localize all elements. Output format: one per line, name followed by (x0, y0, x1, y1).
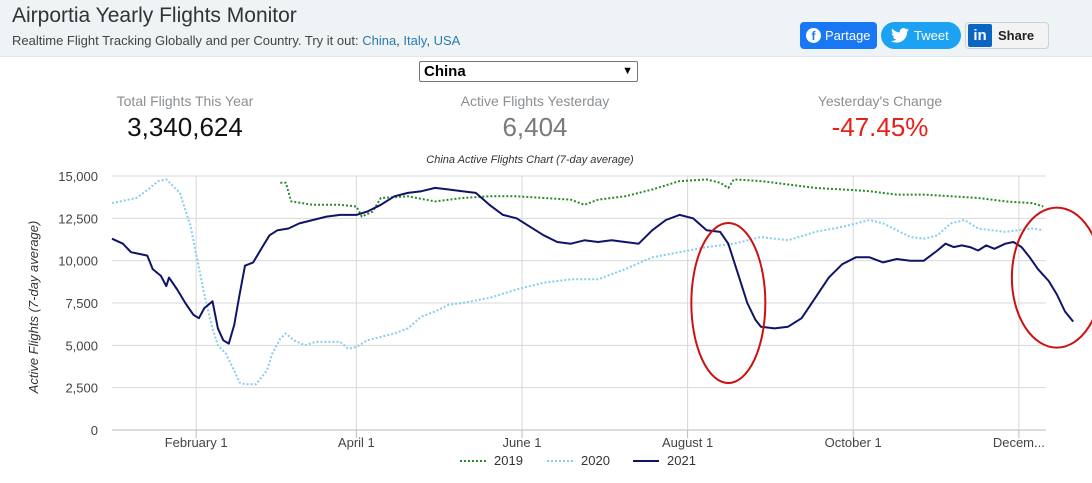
country-select[interactable]: China ▼ (419, 61, 638, 82)
page-subtitle: Realtime Flight Tracking Globally and pe… (12, 33, 460, 48)
link-separator: , (426, 33, 430, 48)
facebook-share-button[interactable]: f Partage (800, 22, 877, 49)
x-tick-label: June 1 (502, 435, 541, 450)
stat-total-value: 3,340,624 (127, 112, 243, 142)
annotation-circle-november (1010, 206, 1092, 349)
page-header: Airportia Yearly Flights Monitor Realtim… (0, 0, 1092, 57)
x-tick-label: August 1 (662, 435, 713, 450)
stat-active-value: 6,404 (502, 112, 568, 142)
stat-active-label: Active Flights Yesterday (460, 93, 610, 109)
linkedin-icon: in (968, 24, 992, 47)
y-tick-label: 12,500 (58, 211, 98, 226)
page-title: Airportia Yearly Flights Monitor (12, 4, 297, 27)
series-line-2019 (280, 178, 1044, 218)
facebook-share-label: Partage (825, 28, 871, 43)
legend-label-2019: 2019 (494, 453, 523, 468)
tweet-button[interactable]: Tweet (881, 22, 961, 49)
y-tick-label: 10,000 (58, 254, 98, 269)
legend-label-2021: 2021 (667, 453, 696, 468)
linkedin-share-button[interactable]: in Share (965, 22, 1049, 49)
stat-change-value: -47.45% (831, 112, 929, 142)
stat-total-label: Total Flights This Year (116, 93, 254, 109)
chart-title: China Active Flights Chart (7-day averag… (426, 154, 634, 166)
x-tick-label: October 1 (825, 435, 882, 450)
subtitle-text: Realtime Flight Tracking Globally and pe… (12, 33, 359, 48)
country-select-value: China (424, 63, 466, 80)
series-line-2021 (111, 186, 1074, 345)
y-tick-label: 5,000 (65, 338, 98, 353)
link-china[interactable]: China (362, 33, 397, 48)
x-tick-label: Decem... (993, 435, 1045, 450)
x-tick-label: April 1 (338, 435, 375, 450)
y-tick-label: 7,500 (65, 296, 98, 311)
y-tick-label: 15,000 (58, 169, 98, 184)
link-usa[interactable]: USA (433, 33, 461, 48)
y-axis-title: Active Flights (7-day average) (26, 221, 41, 395)
annotation-circle-august (690, 222, 767, 384)
stat-change-label: Yesterday's Change (817, 93, 943, 109)
legend-label-2020: 2020 (581, 453, 610, 468)
link-italy[interactable]: Italy (403, 33, 427, 48)
link-separator: , (396, 33, 400, 48)
series-line-2020 (111, 178, 1044, 386)
y-tick-label: 0 (91, 423, 98, 438)
x-tick-label: February 1 (165, 435, 228, 450)
facebook-icon: f (806, 28, 821, 43)
twitter-bird-icon (891, 28, 909, 43)
y-tick-label: 2,500 (65, 381, 98, 396)
tweet-label: Tweet (914, 28, 949, 43)
chevron-down-icon: ▼ (622, 65, 633, 77)
linkedin-share-label: Share (998, 28, 1035, 43)
